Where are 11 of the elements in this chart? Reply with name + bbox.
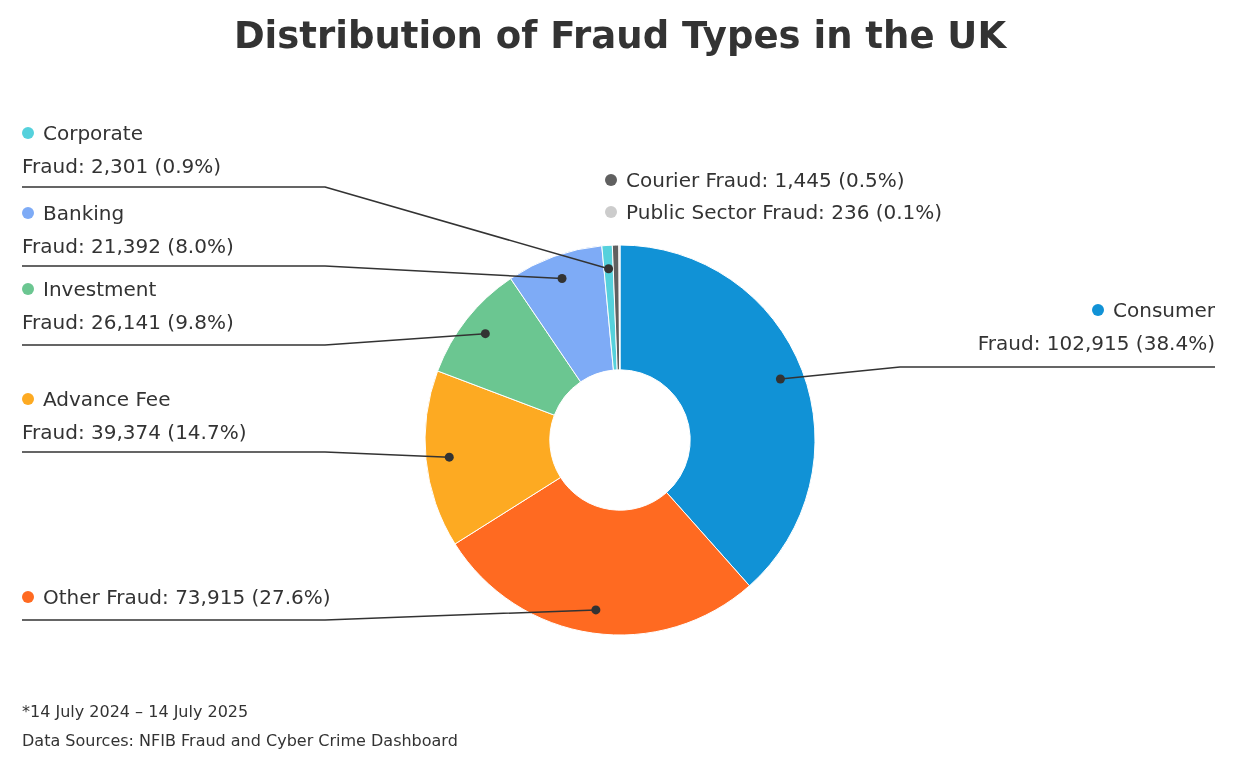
legend-label: Other Fraud: 73,915 (27.6%) (43, 585, 331, 609)
text: Data Sources: NFIB Fraud and Cyber Crime Dashboard (22, 731, 458, 750)
legend-label: Investment Fraud: 26,141 (9.8%) (22, 277, 234, 334)
legend-label: Public Sector Fraud: 236 (0.1%) (626, 200, 943, 224)
legend-label: Corporate Fraud: 2,301 (0.9%) (22, 121, 222, 178)
chart-title: Distribution of Fraud Types in the UK (233, 14, 1007, 57)
legend-label: Advance Fee Fraud: 39,374 (14.7%) (22, 387, 247, 444)
legend-label: Courier Fraud: 1,445 (0.5%) (626, 168, 905, 192)
legend-label: Banking Fraud: 21,392 (8.0%) (22, 201, 234, 258)
text: *14 July 2024 – 14 July 2025 (22, 702, 249, 721)
legend-label: Consumer Fraud: 102,915 (38.4%) (977, 298, 1215, 355)
